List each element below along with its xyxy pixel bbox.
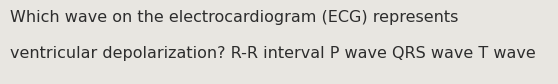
Text: ventricular depolarization? R-R interval P wave QRS wave T wave: ventricular depolarization? R-R interval… — [10, 46, 536, 61]
Text: Which wave on the electrocardiogram (ECG) represents: Which wave on the electrocardiogram (ECG… — [10, 10, 458, 25]
